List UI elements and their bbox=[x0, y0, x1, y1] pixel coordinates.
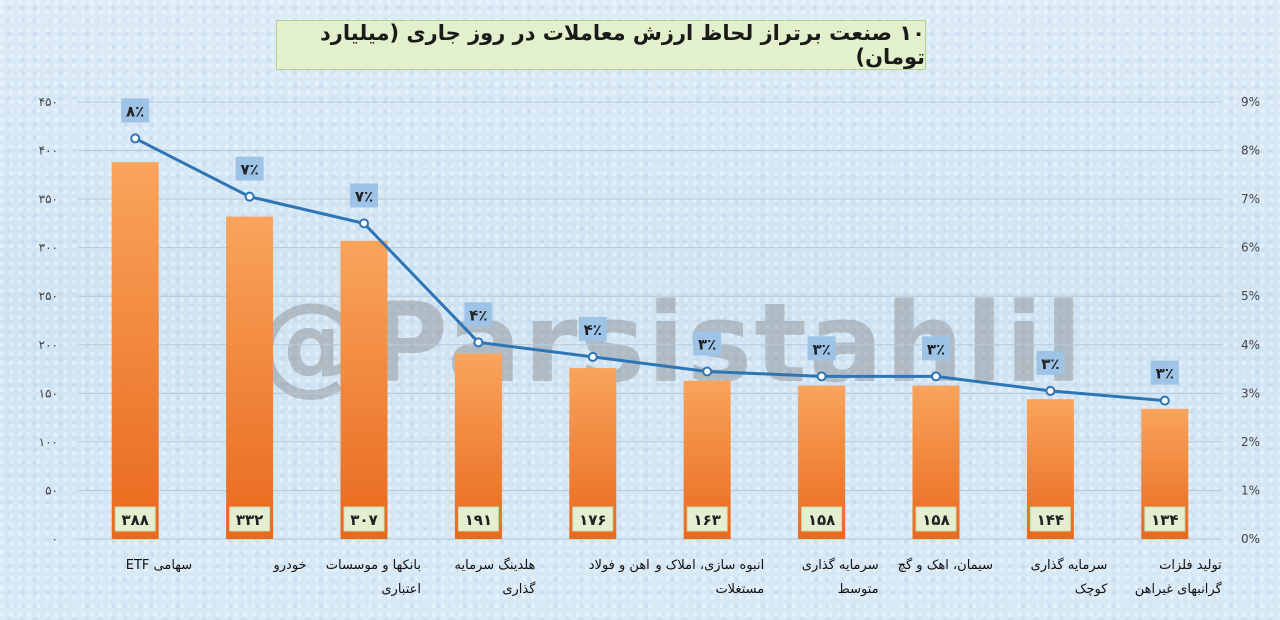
y-left-tick-label: ۱۵۰ bbox=[39, 386, 58, 400]
bar-value-label-box bbox=[229, 506, 271, 532]
y-right-tick-label: 4% bbox=[1241, 338, 1260, 352]
percent-label: ۷٪ bbox=[355, 187, 373, 205]
percent-label-box bbox=[235, 156, 264, 181]
y-left-tick-label: ۳۵۰ bbox=[39, 192, 58, 206]
bar-value-label-box bbox=[1029, 506, 1071, 532]
bar-value-label: ۱۶۳ bbox=[693, 511, 720, 529]
line-point bbox=[587, 351, 598, 362]
y-left-tick-label: ۴۰۰ bbox=[39, 144, 58, 158]
x-category-label: متوسط bbox=[838, 582, 879, 597]
line-point bbox=[1159, 395, 1170, 406]
y-right-tick-label: 3% bbox=[1241, 386, 1260, 400]
percent-label-box bbox=[464, 302, 493, 327]
bar-value-label: ۱۷۶ bbox=[579, 511, 606, 529]
y-right-tick-label: 9% bbox=[1241, 95, 1260, 109]
bar-value-label-box bbox=[686, 506, 728, 532]
percent-label-box bbox=[578, 316, 607, 341]
bar bbox=[226, 216, 274, 539]
bar bbox=[111, 162, 159, 539]
bar-value-label-box bbox=[457, 506, 499, 532]
line-point bbox=[1045, 385, 1056, 396]
bar-value-label: ۳۰۷ bbox=[350, 511, 377, 529]
y-right-tick-label: 6% bbox=[1241, 241, 1260, 255]
bar-value-label-box bbox=[572, 506, 614, 532]
y-right-tick-label: 8% bbox=[1241, 144, 1260, 158]
x-category-label: کوچک bbox=[1075, 582, 1108, 597]
percent-label: ۴٪ bbox=[469, 306, 487, 324]
bar-value-label-box bbox=[915, 506, 957, 532]
percent-label-box bbox=[350, 183, 378, 208]
line-point bbox=[244, 191, 255, 202]
x-category-label: مستغلات bbox=[715, 582, 764, 597]
bar-value-label: ۱۵۸ bbox=[922, 511, 949, 529]
percent-label: ۳٪ bbox=[698, 335, 716, 353]
bar-value-label: ۱۳۴ bbox=[1151, 511, 1178, 529]
bar-value-label-box bbox=[1144, 506, 1186, 532]
y-right-tick-label: 5% bbox=[1241, 289, 1260, 303]
bar bbox=[340, 240, 388, 539]
percent-label-box bbox=[1150, 360, 1179, 385]
line-point bbox=[931, 371, 941, 382]
y-left-tick-label: ۲۰۰ bbox=[39, 338, 58, 352]
x-category-label: بانکها و موسسات bbox=[326, 558, 421, 573]
y-left-tick-label: ۲۵۰ bbox=[39, 289, 58, 303]
x-category-label: سهامی ETF bbox=[126, 558, 192, 573]
x-category-label: سرمایه گذاری bbox=[1031, 557, 1108, 573]
percent-label: ۳٪ bbox=[1156, 365, 1174, 383]
chart-title-box: ۱۰ صنعت برتراز لحاظ ارزش معاملات در روز … bbox=[276, 20, 926, 70]
bar-value-label: ۳۸۸ bbox=[121, 511, 148, 529]
y-right-tick-label: 0% bbox=[1241, 532, 1260, 546]
percent-line bbox=[134, 137, 1165, 403]
x-category-label: انبوه سازی، املاک و bbox=[654, 558, 764, 573]
percent-label-box bbox=[693, 331, 722, 356]
x-category-label: اعتباری bbox=[381, 582, 421, 597]
y-left-tick-label: ۵۰ bbox=[45, 483, 58, 497]
bar-value-label-box bbox=[801, 506, 843, 532]
bar-value-label-box bbox=[114, 506, 156, 532]
y-left-tick-label: ۴۵۰ bbox=[39, 95, 58, 109]
percent-label: ۸٪ bbox=[126, 102, 144, 120]
bar-value-label: ۱۵۸ bbox=[808, 511, 835, 529]
x-category-label: گذاری bbox=[502, 581, 536, 597]
line-point bbox=[473, 337, 484, 348]
y-left-tick-label: ۰ bbox=[52, 532, 58, 546]
x-category-label: سرمایه گذاری bbox=[802, 557, 879, 573]
percent-label: ۷٪ bbox=[240, 161, 258, 179]
percent-label-box bbox=[922, 336, 950, 361]
y-left-tick-label: ۱۰۰ bbox=[39, 435, 58, 449]
line-point bbox=[130, 133, 141, 144]
bar-value-label-box bbox=[343, 506, 385, 532]
y-right-tick-label: 1% bbox=[1241, 483, 1260, 497]
percent-label: ۳٪ bbox=[927, 340, 945, 358]
percent-label-box bbox=[121, 98, 150, 123]
x-category-label: سیمان، اهک و گچ bbox=[898, 557, 993, 573]
x-category-label: اهن و فولاد bbox=[589, 558, 650, 573]
percent-label-box bbox=[1036, 350, 1065, 375]
x-category-label: تولید فلزات bbox=[1159, 558, 1222, 573]
percent-label-box bbox=[807, 336, 836, 361]
bar-value-label: ۱۹۱ bbox=[465, 511, 492, 529]
bar-value-label: ۱۴۴ bbox=[1037, 511, 1064, 529]
line-point bbox=[359, 218, 369, 229]
x-category-label: هلدینگ سرمایه bbox=[455, 557, 536, 573]
percent-label: ۳٪ bbox=[1041, 355, 1059, 373]
percent-label: ۳٪ bbox=[812, 340, 830, 358]
y-right-tick-label: 7% bbox=[1241, 192, 1260, 206]
bar-value-label: ۳۳۲ bbox=[236, 511, 263, 529]
line-point bbox=[702, 366, 713, 377]
x-category-label: گرانبهای غیراهن bbox=[1135, 581, 1223, 597]
y-right-tick-label: 2% bbox=[1241, 435, 1260, 449]
chart-title: ۱۰ صنعت برتراز لحاظ ارزش معاملات در روز … bbox=[320, 21, 925, 69]
x-category-label: خودرو bbox=[272, 558, 306, 573]
percent-label: ۴٪ bbox=[584, 321, 602, 339]
line-point bbox=[816, 371, 827, 382]
y-left-tick-label: ۳۰۰ bbox=[39, 241, 58, 255]
